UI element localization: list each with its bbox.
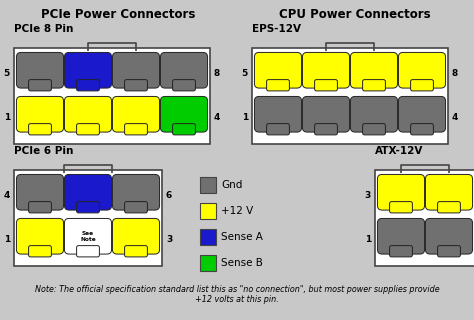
FancyBboxPatch shape bbox=[64, 96, 111, 132]
FancyBboxPatch shape bbox=[255, 96, 301, 132]
FancyBboxPatch shape bbox=[426, 219, 473, 254]
FancyBboxPatch shape bbox=[390, 202, 412, 213]
Text: PCIe Power Connectors: PCIe Power Connectors bbox=[41, 8, 195, 21]
FancyBboxPatch shape bbox=[200, 255, 216, 271]
FancyBboxPatch shape bbox=[377, 174, 425, 210]
FancyBboxPatch shape bbox=[200, 177, 216, 193]
FancyBboxPatch shape bbox=[77, 80, 100, 91]
Text: ATX-12V: ATX-12V bbox=[375, 146, 423, 156]
FancyBboxPatch shape bbox=[77, 124, 100, 135]
FancyBboxPatch shape bbox=[64, 52, 111, 88]
FancyBboxPatch shape bbox=[112, 219, 160, 254]
FancyBboxPatch shape bbox=[28, 80, 51, 91]
FancyBboxPatch shape bbox=[350, 96, 398, 132]
FancyBboxPatch shape bbox=[17, 52, 64, 88]
Text: 4: 4 bbox=[452, 114, 458, 123]
FancyBboxPatch shape bbox=[112, 96, 160, 132]
FancyBboxPatch shape bbox=[200, 229, 216, 245]
FancyBboxPatch shape bbox=[77, 202, 100, 213]
Bar bbox=[375, 170, 474, 266]
Bar bbox=[14, 170, 162, 266]
FancyBboxPatch shape bbox=[302, 96, 349, 132]
FancyBboxPatch shape bbox=[112, 52, 160, 88]
Text: 1: 1 bbox=[4, 114, 10, 123]
Text: Sense A: Sense A bbox=[221, 232, 263, 242]
FancyBboxPatch shape bbox=[255, 52, 301, 88]
Text: See
Note: See Note bbox=[80, 231, 96, 242]
FancyBboxPatch shape bbox=[125, 246, 147, 257]
FancyBboxPatch shape bbox=[200, 203, 216, 219]
Text: 1: 1 bbox=[365, 236, 371, 244]
Text: +12 V: +12 V bbox=[221, 206, 253, 216]
Text: Gnd: Gnd bbox=[221, 180, 242, 190]
Text: Sense B: Sense B bbox=[221, 258, 263, 268]
Text: PCIe 6 Pin: PCIe 6 Pin bbox=[14, 146, 73, 156]
FancyBboxPatch shape bbox=[399, 96, 446, 132]
FancyBboxPatch shape bbox=[17, 174, 64, 210]
FancyBboxPatch shape bbox=[377, 219, 425, 254]
FancyBboxPatch shape bbox=[17, 96, 64, 132]
FancyBboxPatch shape bbox=[350, 52, 398, 88]
FancyBboxPatch shape bbox=[266, 80, 290, 91]
Text: EPS-12V: EPS-12V bbox=[252, 24, 301, 34]
FancyBboxPatch shape bbox=[426, 174, 473, 210]
FancyBboxPatch shape bbox=[173, 80, 195, 91]
FancyBboxPatch shape bbox=[160, 52, 208, 88]
Text: 6: 6 bbox=[166, 191, 172, 201]
FancyBboxPatch shape bbox=[125, 80, 147, 91]
FancyBboxPatch shape bbox=[17, 219, 64, 254]
Text: 3: 3 bbox=[166, 236, 172, 244]
FancyBboxPatch shape bbox=[112, 174, 160, 210]
FancyBboxPatch shape bbox=[28, 246, 51, 257]
FancyBboxPatch shape bbox=[438, 202, 460, 213]
Text: 4: 4 bbox=[4, 191, 10, 201]
FancyBboxPatch shape bbox=[64, 174, 111, 210]
Text: 3: 3 bbox=[365, 191, 371, 201]
FancyBboxPatch shape bbox=[315, 80, 337, 91]
FancyBboxPatch shape bbox=[399, 52, 446, 88]
Bar bbox=[252, 48, 448, 144]
FancyBboxPatch shape bbox=[390, 246, 412, 257]
FancyBboxPatch shape bbox=[64, 219, 111, 254]
Text: 1: 1 bbox=[242, 114, 248, 123]
FancyBboxPatch shape bbox=[125, 124, 147, 135]
FancyBboxPatch shape bbox=[315, 124, 337, 135]
FancyBboxPatch shape bbox=[266, 124, 290, 135]
Text: Note: The official specification standard list this as "no connection", but most: Note: The official specification standar… bbox=[35, 285, 439, 304]
Bar bbox=[14, 48, 210, 144]
FancyBboxPatch shape bbox=[363, 124, 385, 135]
FancyBboxPatch shape bbox=[302, 52, 349, 88]
FancyBboxPatch shape bbox=[410, 80, 433, 91]
FancyBboxPatch shape bbox=[173, 124, 195, 135]
Text: CPU Power Connectors: CPU Power Connectors bbox=[279, 8, 431, 21]
Text: 8: 8 bbox=[452, 69, 458, 78]
Text: 1: 1 bbox=[4, 236, 10, 244]
FancyBboxPatch shape bbox=[125, 202, 147, 213]
Text: 5: 5 bbox=[242, 69, 248, 78]
FancyBboxPatch shape bbox=[77, 246, 100, 257]
FancyBboxPatch shape bbox=[160, 96, 208, 132]
Text: PCIe 8 Pin: PCIe 8 Pin bbox=[14, 24, 73, 34]
FancyBboxPatch shape bbox=[28, 202, 51, 213]
FancyBboxPatch shape bbox=[28, 124, 51, 135]
Text: 8: 8 bbox=[214, 69, 220, 78]
FancyBboxPatch shape bbox=[363, 80, 385, 91]
FancyBboxPatch shape bbox=[410, 124, 433, 135]
FancyBboxPatch shape bbox=[438, 246, 460, 257]
Text: 5: 5 bbox=[4, 69, 10, 78]
Text: 4: 4 bbox=[214, 114, 220, 123]
